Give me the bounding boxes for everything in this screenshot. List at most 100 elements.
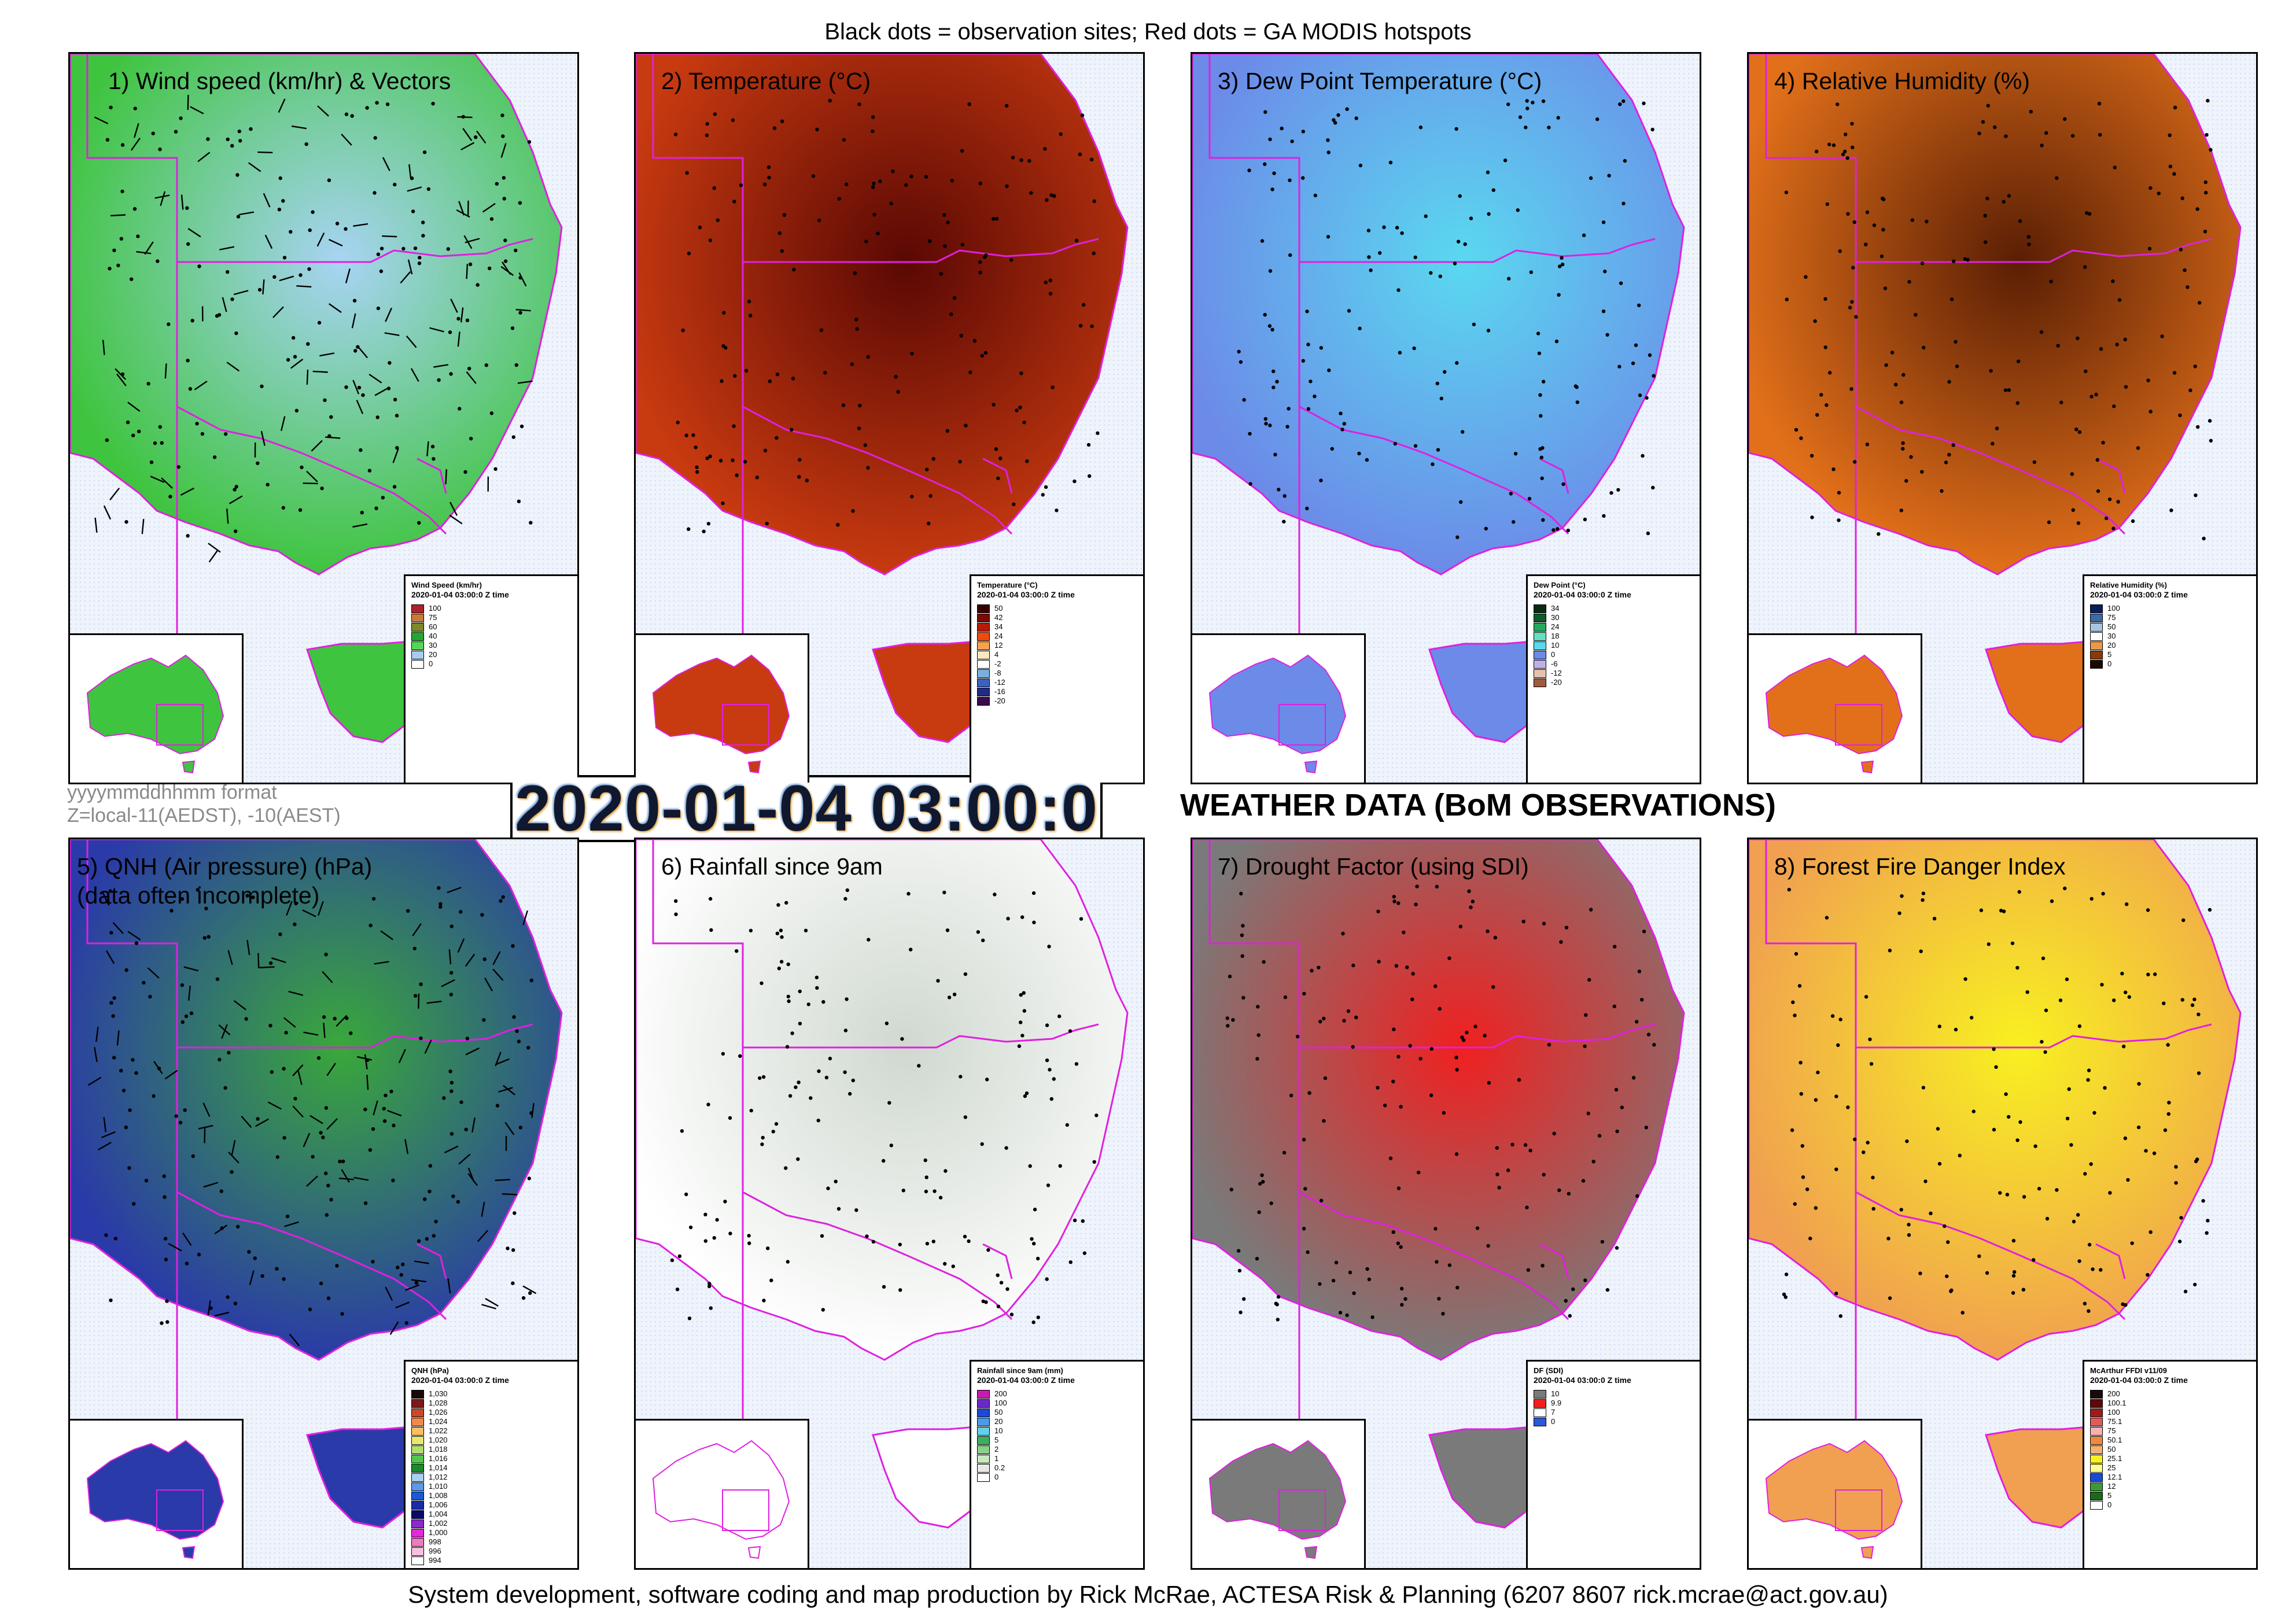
observation-site-dot bbox=[2101, 441, 2105, 445]
legend-time: 2020-01-04 03:00:0 Z time bbox=[2090, 1375, 2188, 1385]
observation-site-dot bbox=[1650, 127, 1654, 132]
legend-entry: -12 bbox=[1534, 669, 1694, 678]
observation-site-dot bbox=[2190, 1003, 2195, 1007]
state-border bbox=[652, 54, 744, 783]
wind-vector-arrow bbox=[194, 381, 208, 390]
observation-site-dot bbox=[864, 239, 868, 244]
observation-site-dot bbox=[755, 475, 759, 479]
legend-swatch bbox=[411, 1528, 424, 1537]
legend-swatch bbox=[411, 1500, 424, 1510]
observation-site-dot bbox=[432, 457, 436, 461]
wind-vector-arrow bbox=[319, 352, 335, 357]
observation-site-dot bbox=[511, 1281, 515, 1285]
observation-site-dot bbox=[119, 237, 123, 241]
wind-vector-arrow bbox=[262, 279, 265, 295]
observation-site-dot bbox=[1059, 132, 1063, 137]
mainland-shape bbox=[1749, 839, 2242, 1361]
observation-site-dot bbox=[1417, 1170, 1421, 1175]
wind-vector-arrow bbox=[233, 1000, 246, 1010]
observation-site-dot bbox=[1836, 102, 1840, 106]
observation-site-dot bbox=[1086, 442, 1091, 447]
legend-swatch bbox=[1534, 1408, 1546, 1417]
observation-site-dot bbox=[1398, 351, 1402, 355]
observation-site-dot bbox=[1396, 1186, 1401, 1190]
legend-label: 1,024 bbox=[429, 1417, 448, 1426]
observation-site-dot bbox=[2169, 508, 2173, 512]
observation-site-dot bbox=[1048, 1068, 1052, 1072]
legend-entry: 0 bbox=[977, 1473, 1137, 1482]
observation-site-dot bbox=[2107, 497, 2112, 501]
legend-label: -12 bbox=[994, 678, 1005, 687]
legend-label: 24 bbox=[994, 632, 1003, 640]
wind-vector-arrow bbox=[306, 470, 318, 482]
state-border bbox=[1856, 1023, 2212, 1049]
legend-label: 2 bbox=[994, 1445, 999, 1454]
wind-vector-arrow bbox=[380, 930, 393, 940]
observation-site-dot bbox=[146, 382, 150, 386]
observation-site-dot bbox=[1285, 425, 1289, 429]
observation-site-dot bbox=[204, 906, 208, 910]
wind-vector-arrow bbox=[481, 1304, 496, 1310]
observation-site-dot bbox=[195, 422, 199, 426]
legend-label: 998 bbox=[429, 1537, 441, 1546]
australia-inset-map bbox=[70, 1419, 244, 1568]
observation-site-dot bbox=[2025, 990, 2029, 994]
observation-site-dot bbox=[1011, 156, 1015, 160]
observation-site-dot bbox=[2072, 1219, 2076, 1224]
observation-site-dot bbox=[2063, 886, 2067, 891]
observation-site-dot bbox=[350, 114, 354, 118]
australia-outline bbox=[1765, 654, 1903, 755]
observation-site-dot bbox=[2013, 1270, 2017, 1274]
observation-site-dot bbox=[944, 1169, 948, 1173]
observation-site-dot bbox=[1849, 387, 1853, 391]
observation-site-dot bbox=[281, 506, 285, 510]
observation-site-dot bbox=[2123, 337, 2127, 342]
legend-time: 2020-01-04 03:00:0 Z time bbox=[1534, 590, 1631, 599]
legend-entry: 10 bbox=[1534, 641, 1694, 650]
observation-site-dot bbox=[761, 1075, 766, 1079]
observation-site-dot bbox=[1024, 1091, 1029, 1095]
observation-site-dot bbox=[413, 994, 418, 998]
observation-site-dot bbox=[1268, 137, 1272, 142]
observation-site-dot bbox=[1339, 411, 1343, 415]
wind-vector-arrow bbox=[531, 1102, 535, 1119]
legend-swatch bbox=[977, 1389, 990, 1399]
observation-site-dot bbox=[449, 1132, 454, 1136]
wind-vector-arrow bbox=[187, 228, 201, 238]
observation-site-dot bbox=[828, 1056, 832, 1061]
observation-site-dot bbox=[1301, 176, 1305, 180]
observation-site-dot bbox=[388, 361, 392, 365]
observation-site-dot bbox=[1584, 1013, 1588, 1017]
observation-site-dot bbox=[278, 932, 282, 936]
legend-label: -20 bbox=[1551, 678, 1562, 687]
australia-inset-map bbox=[636, 1419, 809, 1568]
observation-site-dot bbox=[815, 975, 819, 980]
wind-vector-arrow bbox=[481, 1201, 485, 1217]
observation-site-dot bbox=[721, 1052, 725, 1056]
observation-site-dot bbox=[1993, 125, 1997, 130]
wind-vector-arrow bbox=[127, 931, 141, 940]
state-border bbox=[1539, 1243, 1569, 1279]
observation-site-dot bbox=[2162, 1001, 2166, 1005]
observation-site-dot bbox=[1881, 197, 1886, 201]
observation-site-dot bbox=[368, 923, 373, 928]
observation-site-dot bbox=[674, 912, 678, 916]
legend-swatch bbox=[411, 1482, 424, 1491]
wind-vector-arrow bbox=[500, 143, 507, 158]
legend-label: 50 bbox=[994, 1408, 1003, 1417]
observation-site-dot bbox=[1326, 150, 1331, 154]
observation-site-dot bbox=[502, 197, 506, 201]
observation-site-dot bbox=[1879, 254, 1884, 259]
observation-site-dot bbox=[1560, 256, 1564, 260]
legend-swatch bbox=[2090, 1445, 2103, 1454]
wind-vector-arrow bbox=[412, 923, 422, 936]
observation-site-dot bbox=[1400, 1286, 1404, 1291]
panel-title: 8) Forest Fire Danger Index bbox=[1774, 853, 2066, 880]
legend-swatch bbox=[2090, 1482, 2103, 1491]
observation-site-dot bbox=[500, 113, 504, 117]
observation-site-dot bbox=[1837, 490, 1841, 495]
australia-inset-map bbox=[636, 633, 809, 783]
observation-site-dot bbox=[2113, 165, 2117, 169]
observation-site-dot bbox=[777, 967, 781, 971]
observation-site-dot bbox=[518, 311, 522, 315]
